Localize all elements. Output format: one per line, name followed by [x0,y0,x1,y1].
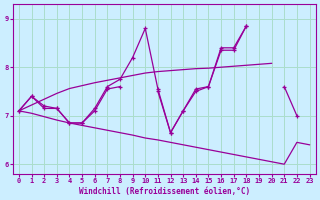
X-axis label: Windchill (Refroidissement éolien,°C): Windchill (Refroidissement éolien,°C) [79,187,250,196]
